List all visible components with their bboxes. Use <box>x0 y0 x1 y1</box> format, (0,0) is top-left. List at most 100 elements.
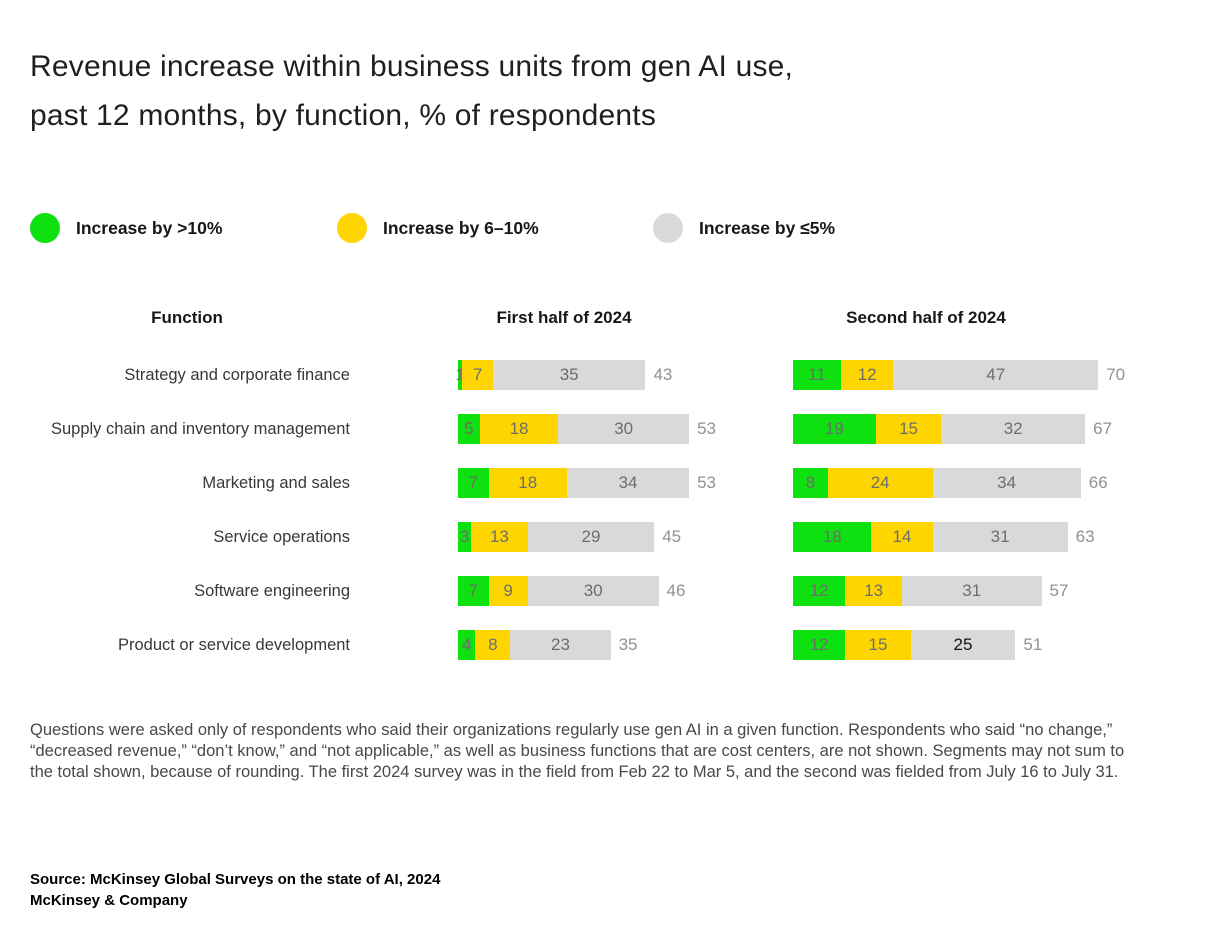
bar-segment-value: 30 <box>614 419 634 438</box>
bar-segment-value: 24 <box>870 473 890 492</box>
bar-total-value: 35 <box>618 635 638 654</box>
chart-row: Product or service development 4 8 23 35… <box>0 630 1218 660</box>
bar-segment-gt10: 11 <box>793 360 841 390</box>
bar-segment-value: 23 <box>550 635 570 654</box>
bar-second-half: 19 15 32 67 <box>793 414 1112 444</box>
bar-segment-value: 14 <box>892 527 912 546</box>
bar-segment-value: 35 <box>559 365 579 384</box>
bar-segment-value: 31 <box>962 581 982 600</box>
bar-total-value: 53 <box>697 473 716 492</box>
bar-segment-value: 31 <box>990 527 1010 546</box>
bar-second-half: 11 12 47 70 <box>793 360 1125 390</box>
bar-first-half: 7 9 30 46 <box>458 576 685 606</box>
chart-row: Supply chain and inventory management 5 … <box>0 414 1218 444</box>
bar-segment-6-10: 18 <box>479 414 559 444</box>
bar-total-value: 63 <box>1075 527 1095 546</box>
bar-segment-gt10: 4 <box>458 630 476 660</box>
chart-title-line2: past 12 months, by function, % of respon… <box>30 99 657 132</box>
bar-segment-6-10: 18 <box>488 468 567 498</box>
bar-segment-6-10: 15 <box>845 630 911 660</box>
bar-segment-le5: 32 <box>941 414 1086 444</box>
bar-segment-value: 4 <box>461 635 472 654</box>
bar-segment-le5: 23 <box>510 630 611 660</box>
bar-segment-value: 34 <box>618 473 638 492</box>
bar-segment-value: 29 <box>581 527 601 546</box>
bar-segment-gt10: 19 <box>793 414 876 444</box>
bar-segment-6-10: 13 <box>471 522 528 552</box>
bar-segment-le5: 35 <box>492 360 646 390</box>
legend-label-le5: Increase by ≤5% <box>699 217 836 238</box>
column-header-second-half: Second half of 2024 <box>846 308 1006 327</box>
bar-total-value: 43 <box>653 365 673 384</box>
function-label: Product or service development <box>117 636 350 654</box>
function-label: Service operations <box>213 528 350 546</box>
bar-segment-gt10: 7 <box>458 468 489 498</box>
bar-segment-le5: 25 <box>910 630 1016 660</box>
legend-swatch-green-icon <box>30 213 60 243</box>
bar-segment-le5: 30 <box>558 414 690 444</box>
legend-item-increase-6-10: Increase by 6–10% <box>337 213 539 243</box>
bar-segment-value: 18 <box>518 473 538 492</box>
column-header-first-half: First half of 2024 <box>496 308 632 327</box>
bar-total-value: 67 <box>1093 419 1113 438</box>
bar-segment-value: 47 <box>986 365 1006 384</box>
legend-swatch-gray-icon <box>653 213 683 243</box>
bar-segment-value: 19 <box>824 419 844 438</box>
bar-segment-le5: 30 <box>527 576 659 606</box>
bar-segment-value: 7 <box>468 581 478 600</box>
bar-second-half: 12 15 25 51 <box>793 630 1042 660</box>
bar-first-half: 5 18 30 53 <box>458 414 716 444</box>
bar-segment-value: 18 <box>509 419 529 438</box>
bar-segment-gt10: 1 <box>455 360 465 390</box>
legend-label-mid: Increase by 6–10% <box>383 217 539 238</box>
bar-segment-le5: 47 <box>893 360 1099 390</box>
bar-total-value: 51 <box>1023 635 1043 654</box>
bar-segment-value: 12 <box>857 365 877 384</box>
bar-segment-value: 8 <box>805 473 816 492</box>
bar-segment-value: 32 <box>1003 419 1023 438</box>
bar-segment-6-10: 24 <box>827 468 933 498</box>
bar-second-half: 12 13 31 57 <box>793 576 1068 606</box>
bar-total-value: 53 <box>697 419 716 438</box>
bar-segment-6-10: 13 <box>845 576 902 606</box>
bar-segment-value: 12 <box>809 581 829 600</box>
legend-label-gt10: Increase by >10% <box>76 217 223 238</box>
bar-segment-6-10: 14 <box>871 522 933 552</box>
bar-segment-le5: 31 <box>901 576 1042 606</box>
bar-segment-gt10: 12 <box>793 630 846 660</box>
legend-item-increase-gt10: Increase by >10% <box>30 213 222 243</box>
bar-segment-value: 12 <box>809 635 829 654</box>
legend-swatch-yellow-icon <box>337 213 367 243</box>
bar-segment-value: 8 <box>488 635 498 654</box>
bar-segment-value: 18 <box>822 527 842 546</box>
bar-total-value: 70 <box>1106 365 1126 384</box>
bar-segment-value: 7 <box>468 473 478 492</box>
bar-segment-value: 15 <box>899 419 918 438</box>
function-label: Software engineering <box>194 582 350 600</box>
chart-row: Marketing and sales 7 18 34 53 8 24 34 6… <box>0 468 1218 498</box>
bar-segment-gt10: 7 <box>458 576 489 606</box>
bar-segment-6-10: 7 <box>462 360 493 390</box>
bar-segment-gt10: 12 <box>793 576 846 606</box>
bar-segment-le5: 34 <box>932 468 1081 498</box>
bar-second-half: 18 14 31 63 <box>793 522 1095 552</box>
bar-segment-6-10: 9 <box>488 576 528 606</box>
bar-segment-value: 34 <box>997 473 1017 492</box>
bar-segment-6-10: 8 <box>475 630 511 660</box>
bar-total-value: 66 <box>1088 473 1108 492</box>
chart-row: Strategy and corporate finance 1 7 35 43… <box>0 360 1218 390</box>
bar-segment-le5: 29 <box>527 522 655 552</box>
bar-segment-value: 9 <box>503 581 513 600</box>
bar-segment-6-10: 15 <box>875 414 942 444</box>
bar-segment-gt10: 5 <box>458 414 480 444</box>
bar-segment-le5: 31 <box>932 522 1068 552</box>
bar-segment-value: 11 <box>808 365 826 384</box>
bar-first-half: 7 18 34 53 <box>458 468 716 498</box>
bar-total-value: 57 <box>1049 581 1069 600</box>
bar-first-half: 4 8 23 35 <box>458 630 638 660</box>
chart-row: Software engineering 7 9 30 46 12 13 31 … <box>0 576 1218 606</box>
bar-segment-value: 1 <box>455 365 465 384</box>
function-label: Strategy and corporate finance <box>124 366 350 384</box>
source-line: Source: McKinsey Global Surveys on the s… <box>30 871 441 888</box>
